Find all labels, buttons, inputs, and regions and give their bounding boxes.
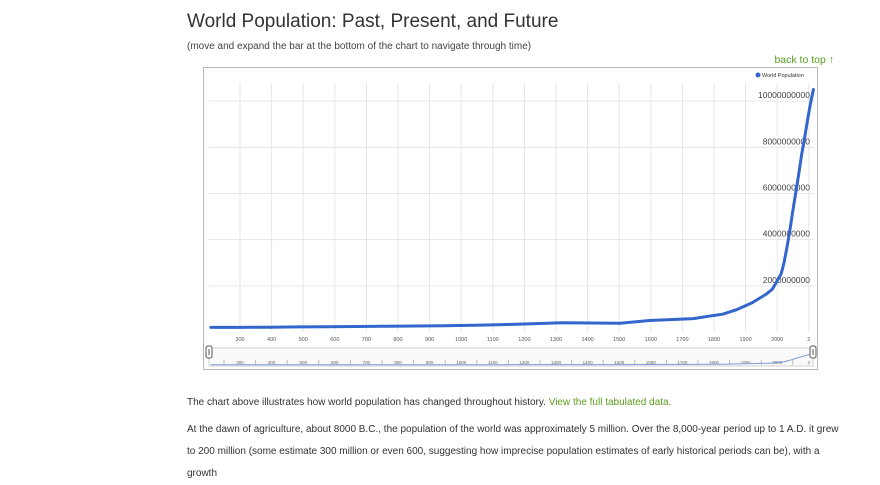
- navigator-tick-label: 1500: [614, 360, 625, 365]
- series-line: [209, 88, 815, 329]
- x-tick-label: 500: [299, 337, 308, 343]
- navigator-tick-label: 400: [268, 360, 276, 365]
- data-point: [783, 261, 785, 264]
- x-tick-label: 1400: [581, 337, 593, 343]
- y-tick-label: 4000000000: [763, 229, 811, 239]
- data-point: [736, 308, 739, 311]
- back-to-top-link[interactable]: back to top ↑: [774, 54, 834, 66]
- data-point: [707, 315, 709, 318]
- data-point: [590, 322, 592, 324]
- data-point: [619, 322, 622, 325]
- data-point: [443, 324, 446, 327]
- data-point: [692, 317, 695, 320]
- page-title: World Population: Past, Present, and Fut…: [187, 11, 559, 32]
- history-paragraph: At the dawn of agriculture, about 8000 B…: [187, 424, 839, 479]
- x-tick-label: 1900: [739, 337, 751, 343]
- navigator-tick-label: 600: [331, 360, 339, 365]
- data-point: [806, 118, 809, 121]
- y-tick-label: 6000000000: [763, 182, 811, 192]
- data-point: [765, 293, 768, 295]
- data-point: [800, 153, 803, 155]
- data-point: [414, 325, 417, 327]
- data-point: [326, 325, 329, 328]
- data-point: [803, 137, 806, 139]
- x-tick-label: 700: [362, 337, 371, 343]
- data-point: [809, 102, 812, 105]
- data-point: [502, 323, 504, 326]
- page-subtitle: (move and expand the bar at the bottom o…: [187, 41, 532, 52]
- data-point: [297, 326, 300, 328]
- data-point: [789, 228, 791, 231]
- population-chart[interactable]: 2000000000 4000000000 6000000000 8000000000…: [203, 67, 818, 370]
- x-tick-label: 1200: [518, 337, 530, 343]
- x-tick-label: 1300: [550, 337, 562, 343]
- navigator-tick-label: 1400: [583, 360, 594, 365]
- data-point: [777, 278, 780, 280]
- data-point: [721, 313, 724, 316]
- data-point: [780, 273, 783, 275]
- navigator-tick-label: 700: [363, 360, 371, 365]
- data-point: [792, 209, 794, 212]
- legend-label: World Population: [762, 73, 804, 79]
- x-tick-label: 1100: [487, 337, 499, 343]
- data-point: [209, 326, 212, 329]
- data-point: [795, 191, 797, 193]
- data-point: [751, 302, 753, 304]
- data-point: [812, 88, 815, 91]
- x-tick-label: 1000: [455, 337, 467, 343]
- y-tick-label: 10000000000: [758, 90, 810, 100]
- x-tick-label: 600: [330, 337, 339, 343]
- data-point: [677, 318, 680, 321]
- navigator-tick-label: 1100: [488, 360, 498, 365]
- navigator-tick-label: 300: [236, 360, 244, 365]
- legend-marker: [755, 72, 761, 78]
- data-point: [648, 319, 651, 322]
- y-tick-label: 8000000000: [763, 136, 811, 146]
- x-tick-label: 1500: [613, 337, 625, 343]
- data-point: [238, 326, 241, 329]
- data-point: [268, 326, 270, 328]
- data-point: [385, 325, 387, 328]
- navigator-tick-label: 800: [394, 360, 402, 365]
- x-tick-label: 1700: [676, 337, 688, 343]
- navigator-tick-label: 1600: [646, 360, 657, 365]
- y-tick-label: 2000000000: [763, 275, 811, 285]
- x-tick-label: 900: [425, 337, 434, 343]
- navigator-tick-label: 500: [299, 360, 307, 365]
- chart-description-text: The chart above illustrates how world po…: [187, 397, 546, 408]
- view-tabulated-data-link[interactable]: View the full tabulated data.: [548, 397, 672, 408]
- data-point: [531, 322, 534, 325]
- navigator-tick-label: 2: [808, 360, 811, 365]
- x-tick-label: 400: [267, 337, 276, 343]
- x-tick-label: 2: [807, 337, 810, 343]
- x-tick-label: 2000: [771, 337, 783, 343]
- navigator-tick-label: 1900: [741, 360, 752, 365]
- navigator-tick-label: 900: [426, 360, 434, 365]
- data-point: [560, 321, 563, 324]
- navigator-tick-label: 1700: [677, 360, 688, 365]
- data-point: [473, 324, 475, 327]
- data-point: [797, 173, 800, 175]
- data-point: [786, 245, 788, 248]
- chart-svg: 2000000000 4000000000 6000000000 8000000000…: [205, 72, 817, 367]
- chart-description: The chart above illustrates how world po…: [187, 397, 671, 408]
- data-point: [771, 288, 774, 290]
- data-point: [356, 325, 358, 328]
- x-tick-label: 800: [393, 337, 402, 343]
- x-tick-label: 300: [235, 337, 244, 343]
- navigator-tick-label: 1300: [551, 360, 562, 365]
- navigator-mini-line: [210, 353, 814, 366]
- navigator-tick-label: 1000: [456, 360, 467, 365]
- navigator-tick-label: 1800: [709, 360, 720, 365]
- x-tick-label: 1600: [645, 337, 657, 343]
- x-tick-label: 1800: [708, 337, 720, 343]
- navigator-tick-label: 1200: [519, 360, 530, 365]
